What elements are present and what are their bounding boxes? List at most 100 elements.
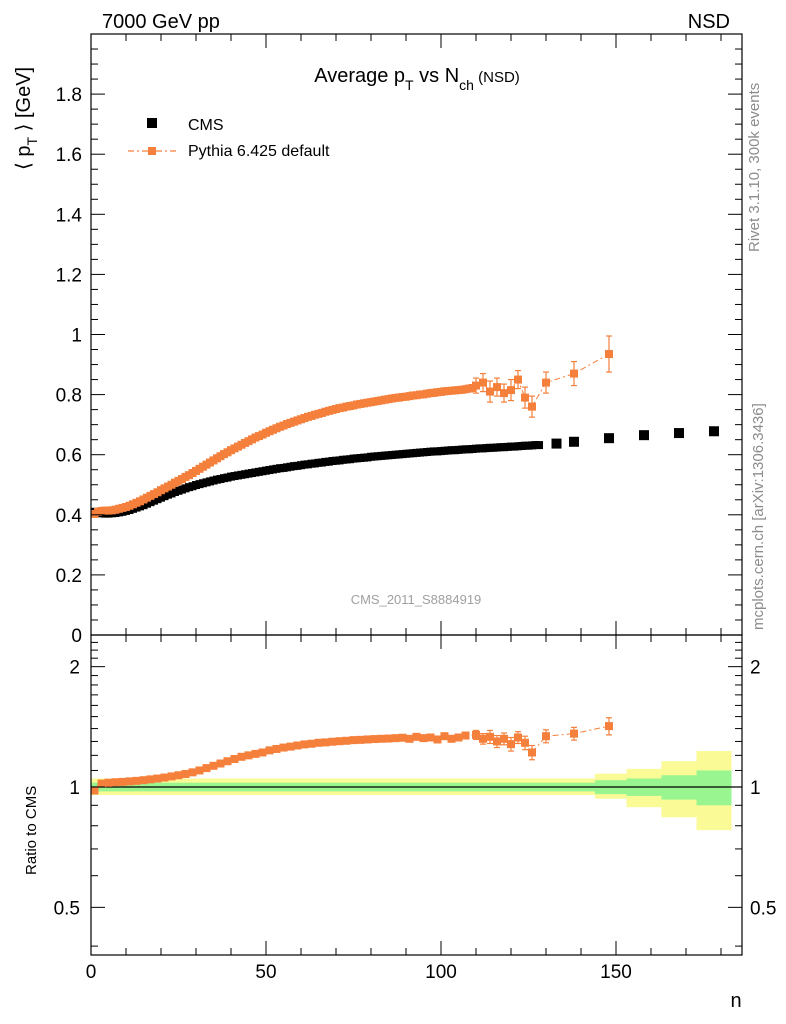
ratio-y-tick-label-right: 1 (750, 778, 761, 799)
ratio-data-point (454, 733, 463, 742)
ratio-band-inner-4 (696, 770, 732, 806)
ratio-data-point (188, 768, 197, 777)
ratio-data-point (335, 737, 344, 746)
analysis-watermark: CMS_2011_S8884919 (351, 592, 482, 607)
ratio-data-point (314, 738, 323, 747)
rivet-version-label: Rivet 3.1.10, 300k events (746, 82, 763, 252)
ratio-y-tick-label-left: 1 (69, 778, 80, 799)
cms-data-point (604, 433, 614, 444)
ratio-data-point (167, 772, 176, 781)
header-left: 7000 GeV pp (102, 11, 220, 33)
cms-data-point (535, 441, 543, 450)
cms-data-point (709, 426, 719, 437)
ratio-data-point (209, 761, 218, 770)
ratio-y-tick-label-left: 2 (69, 658, 80, 679)
ratio-data-point (146, 775, 155, 784)
pythia-data-point (507, 386, 515, 395)
ratio-panel-series (90, 717, 613, 795)
ratio-data-point (300, 740, 309, 749)
pythia-data-point (570, 369, 578, 378)
pythia-data-point (479, 378, 487, 387)
ratio-data-point (195, 766, 204, 775)
ratio-data-point (237, 752, 246, 761)
main-y-tick-label: 1.4 (56, 205, 83, 226)
ratio-data-point (426, 733, 435, 742)
legend-marker-cms (147, 118, 157, 128)
pythia-data-point (486, 387, 494, 396)
pythia-data-point (605, 350, 613, 359)
ratio-data-point (90, 786, 99, 795)
pythia-data-point (514, 375, 522, 384)
main-y-tick-label: 0.2 (56, 566, 82, 587)
main-y-tick-label: 1.6 (56, 145, 82, 166)
ratio-data-point (153, 774, 162, 783)
legend-label-cms: CMS (188, 117, 224, 134)
ratio-data-point (384, 734, 393, 743)
ratio-data-point (370, 735, 379, 744)
ratio-data-point (412, 732, 421, 741)
ratio-data-point (507, 740, 515, 749)
x-tick-label: 100 (425, 962, 457, 983)
ratio-data-point (542, 732, 550, 741)
pythia-data-point (493, 383, 501, 392)
cms-data-point (674, 428, 684, 439)
ratio-data-point (174, 771, 183, 780)
ratio-data-point (104, 778, 113, 787)
legend-label-pythia: Pythia 6.425 default (188, 143, 330, 160)
main-panel-series (90, 335, 719, 518)
ratio-y-axis-label: Ratio to CMS (23, 786, 40, 875)
ratio-data-point (202, 764, 211, 773)
ratio-data-point (486, 732, 494, 741)
pythia-data-point (500, 389, 508, 398)
main-y-tick-label: 0.6 (56, 446, 82, 467)
plot-axes (90, 33, 743, 956)
ratio-data-point (398, 733, 407, 742)
ratio-data-point (377, 734, 386, 743)
pythia-data-point (521, 393, 529, 402)
ratio-data-point (244, 751, 253, 760)
ratio-data-point (521, 738, 529, 747)
ratio-y-tick-label-left: 0.5 (54, 898, 80, 919)
x-tick-label: 50 (255, 962, 276, 983)
ratio-data-point (328, 737, 337, 746)
main-y-tick-label: 1 (71, 326, 82, 347)
ratio-y-tick-label-right: 2 (750, 658, 761, 679)
legend-marker-pythia (148, 147, 156, 155)
ratio-data-point (272, 744, 281, 753)
main-y-tick-label: 0.8 (56, 386, 82, 407)
ratio-data-point (307, 739, 316, 748)
cms-data-point (639, 430, 649, 441)
ratio-data-point (223, 757, 232, 766)
cms-data-point (551, 438, 562, 449)
main-y-tick-label: 0 (71, 626, 82, 647)
header-right: NSD (688, 11, 730, 33)
x-axis-label: n (730, 990, 741, 1012)
ratio-data-point (279, 743, 288, 752)
ratio-data-point (570, 729, 578, 738)
ratio-data-point (111, 778, 120, 787)
ratio-data-point (293, 741, 302, 750)
ratio-data-point (230, 755, 239, 764)
ratio-data-point (97, 779, 106, 788)
x-tick-label: 0 (86, 962, 97, 983)
ratio-data-point (440, 732, 449, 741)
ratio-data-point (349, 736, 358, 745)
ratio-data-point (405, 734, 414, 743)
ratio-panel-frame (90, 634, 743, 956)
ratio-data-point (500, 734, 508, 743)
ratio-data-point (139, 776, 148, 785)
ratio-data-point (479, 734, 487, 743)
tick-labels: 0 0.2 0.4 0.6 0.8 1 1.2 1.4 1.6 1.8 0.5 0.5 1 1 2 2 0 50 1… (54, 85, 777, 983)
x-tick-label: 150 (600, 962, 632, 983)
pythia-data-point (472, 381, 480, 390)
ratio-data-point (160, 773, 169, 782)
legend: CMS Pythia 6.425 default (128, 117, 330, 160)
main-y-axis-label: ⟨ pT ⟩ [GeV] (13, 67, 40, 170)
main-y-tick-label: 1.8 (56, 85, 82, 106)
ratio-data-point (125, 777, 134, 786)
ratio-data-point (342, 736, 351, 745)
ratio-data-point (321, 738, 330, 747)
ratio-uncertainty-bands (91, 751, 732, 831)
ratio-data-point (514, 733, 522, 742)
